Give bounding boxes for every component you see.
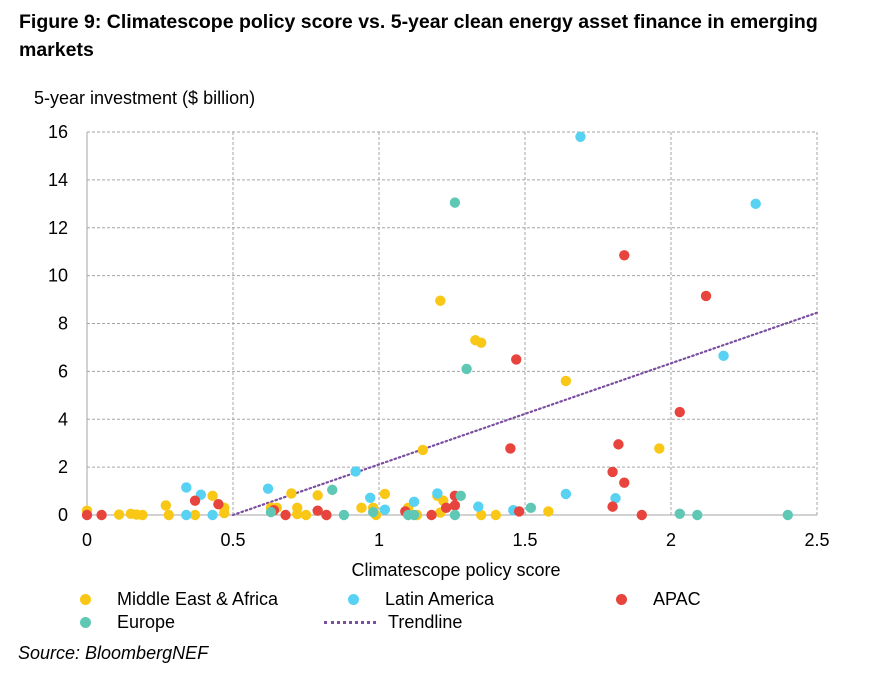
data-point-middle-east-africa	[137, 509, 148, 521]
x-tick-label: 2	[666, 530, 676, 550]
data-point-europe	[367, 506, 379, 518]
y-tick-label: 2	[58, 457, 68, 477]
x-tick-label: 0	[82, 530, 92, 550]
data-point-latin-america	[560, 488, 572, 500]
data-point-apac	[440, 502, 452, 514]
data-point-europe	[449, 509, 461, 521]
x-tick-label: 2.5	[804, 530, 829, 550]
data-point-apac	[619, 477, 630, 488]
source-note: Source: BloombergNEF	[18, 643, 209, 663]
data-point-apac	[607, 501, 618, 512]
data-point-latin-america	[432, 488, 443, 499]
data-point-apac	[613, 439, 624, 450]
data-point-apac	[513, 506, 525, 517]
trendline-layer	[231, 311, 819, 517]
data-point-latin-america	[408, 496, 420, 508]
data-point-apac	[213, 499, 224, 510]
data-point-middle-east-africa	[113, 509, 125, 520]
data-point-latin-america	[718, 350, 729, 362]
data-point-europe	[461, 363, 472, 375]
y-tick-label: 16	[48, 122, 68, 142]
data-point-apac	[81, 509, 93, 521]
data-point-middle-east-africa	[476, 509, 487, 521]
chart-title: Figure 9: Climatescope policy score vs. …	[19, 11, 818, 61]
data-point-middle-east-africa	[207, 490, 218, 502]
y-tick-label: 4	[58, 409, 68, 429]
data-point-middle-east-africa	[300, 509, 312, 521]
y-tick-label: 6	[58, 361, 68, 381]
trendline	[231, 311, 819, 517]
series-middle-east-africa	[81, 295, 665, 521]
data-point-middle-east-africa	[286, 488, 297, 499]
data-point-latin-america	[575, 131, 586, 142]
data-point-latin-america	[262, 483, 274, 494]
data-point-apac	[189, 495, 201, 506]
x-tick-label: 1	[374, 530, 384, 550]
data-point-middle-east-africa	[163, 509, 174, 521]
data-point-middle-east-africa	[490, 509, 501, 521]
data-point-latin-america	[379, 504, 391, 515]
data-point-latin-america	[181, 509, 192, 521]
data-point-middle-east-africa	[417, 444, 428, 456]
data-point-middle-east-africa	[356, 502, 367, 514]
data-point-apac	[636, 509, 647, 521]
y-tick-label: 14	[48, 170, 68, 190]
data-point-europe	[265, 506, 277, 518]
data-point-middle-east-africa	[189, 509, 201, 521]
data-point-europe	[455, 490, 466, 502]
data-point-latin-america	[207, 509, 218, 521]
data-point-apac	[96, 509, 107, 521]
data-point-latin-america	[473, 501, 484, 512]
data-point-apac	[511, 354, 522, 365]
data-point-europe	[338, 509, 350, 521]
data-point-middle-east-africa	[160, 500, 172, 511]
grid-lines	[87, 131, 818, 515]
data-point-apac	[607, 466, 618, 478]
data-point-apac	[505, 443, 516, 454]
tick-labels: 0 2 4 6 8 10 12 14 16 0 0.5 1 1.5 2 2.5	[48, 122, 830, 550]
y-tick-label: 10	[48, 266, 68, 286]
data-point-apac	[426, 509, 437, 521]
data-point-latin-america	[350, 466, 361, 477]
y-tick-label: 0	[58, 505, 68, 525]
x-axis-label: Climatescope policy score	[351, 560, 561, 580]
x-tick-label: 0.5	[220, 530, 245, 550]
data-point-europe	[782, 509, 793, 521]
y-tick-label: 8	[58, 314, 68, 334]
data-points	[81, 131, 793, 521]
data-point-apac	[619, 250, 630, 261]
data-point-middle-east-africa	[543, 506, 554, 517]
data-point-apac	[321, 509, 332, 521]
series-latin-america	[181, 131, 761, 521]
data-point-latin-america	[610, 493, 621, 504]
data-point-europe	[449, 197, 461, 208]
data-point-europe	[692, 509, 703, 521]
data-point-latin-america	[365, 492, 376, 503]
data-point-middle-east-africa	[435, 295, 446, 306]
data-point-latin-america	[750, 198, 761, 210]
data-point-europe	[408, 509, 420, 521]
data-point-apac	[700, 290, 712, 302]
series-europe	[265, 197, 793, 521]
data-point-europe	[674, 508, 685, 520]
data-point-middle-east-africa	[312, 490, 323, 501]
data-point-latin-america	[181, 482, 192, 493]
x-tick-label: 1.5	[512, 530, 537, 550]
data-point-middle-east-africa	[560, 375, 572, 387]
data-point-middle-east-africa	[292, 508, 303, 520]
y-tick-label: 12	[48, 218, 68, 238]
data-point-middle-east-africa	[379, 488, 391, 500]
data-point-apac	[312, 505, 323, 516]
y-axis-label: 5-year investment ($ billion)	[34, 88, 256, 108]
data-point-middle-east-africa	[654, 443, 665, 454]
data-point-apac	[674, 406, 685, 418]
data-point-middle-east-africa	[476, 337, 487, 348]
data-point-europe	[525, 502, 537, 514]
data-point-europe	[327, 484, 338, 496]
series-apac	[81, 250, 712, 521]
data-point-apac	[280, 509, 291, 521]
data-point-apac	[449, 500, 461, 511]
